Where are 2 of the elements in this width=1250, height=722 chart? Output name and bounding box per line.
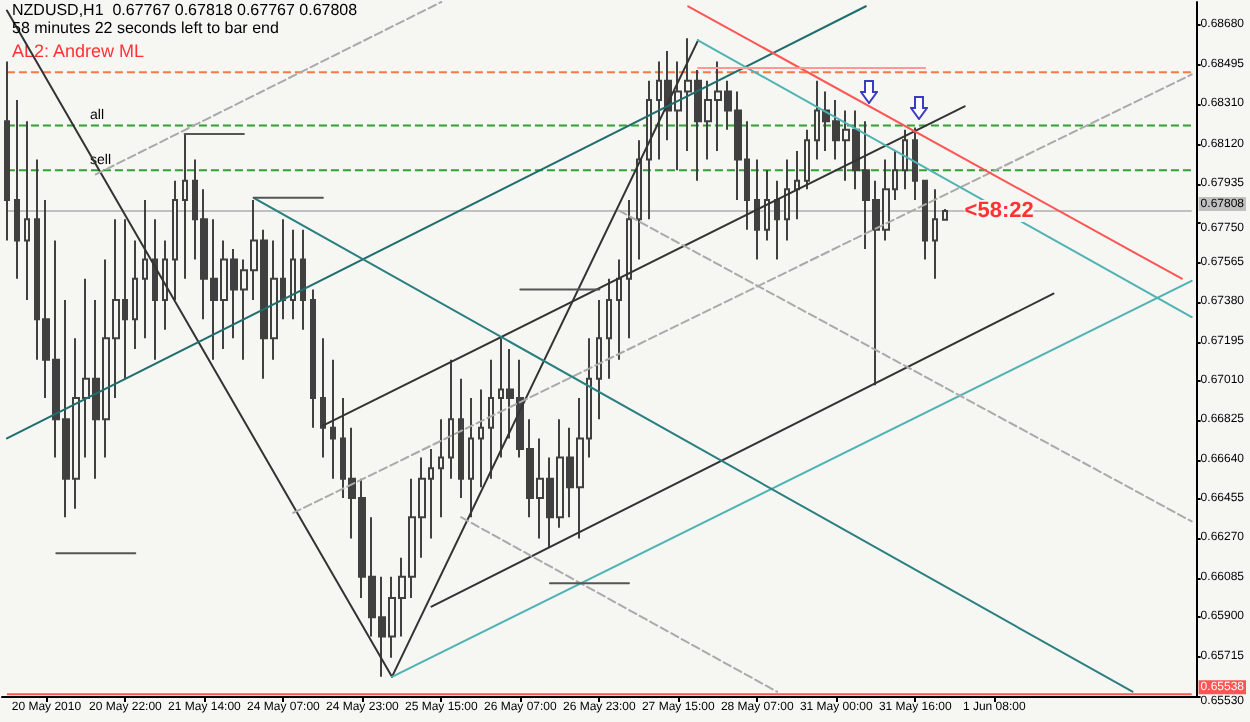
annotation: <58:22 <box>964 199 1034 224</box>
chart-title: NZDUSD,H1 0.67767 0.67818 0.67767 0.67808 <box>12 1 359 19</box>
